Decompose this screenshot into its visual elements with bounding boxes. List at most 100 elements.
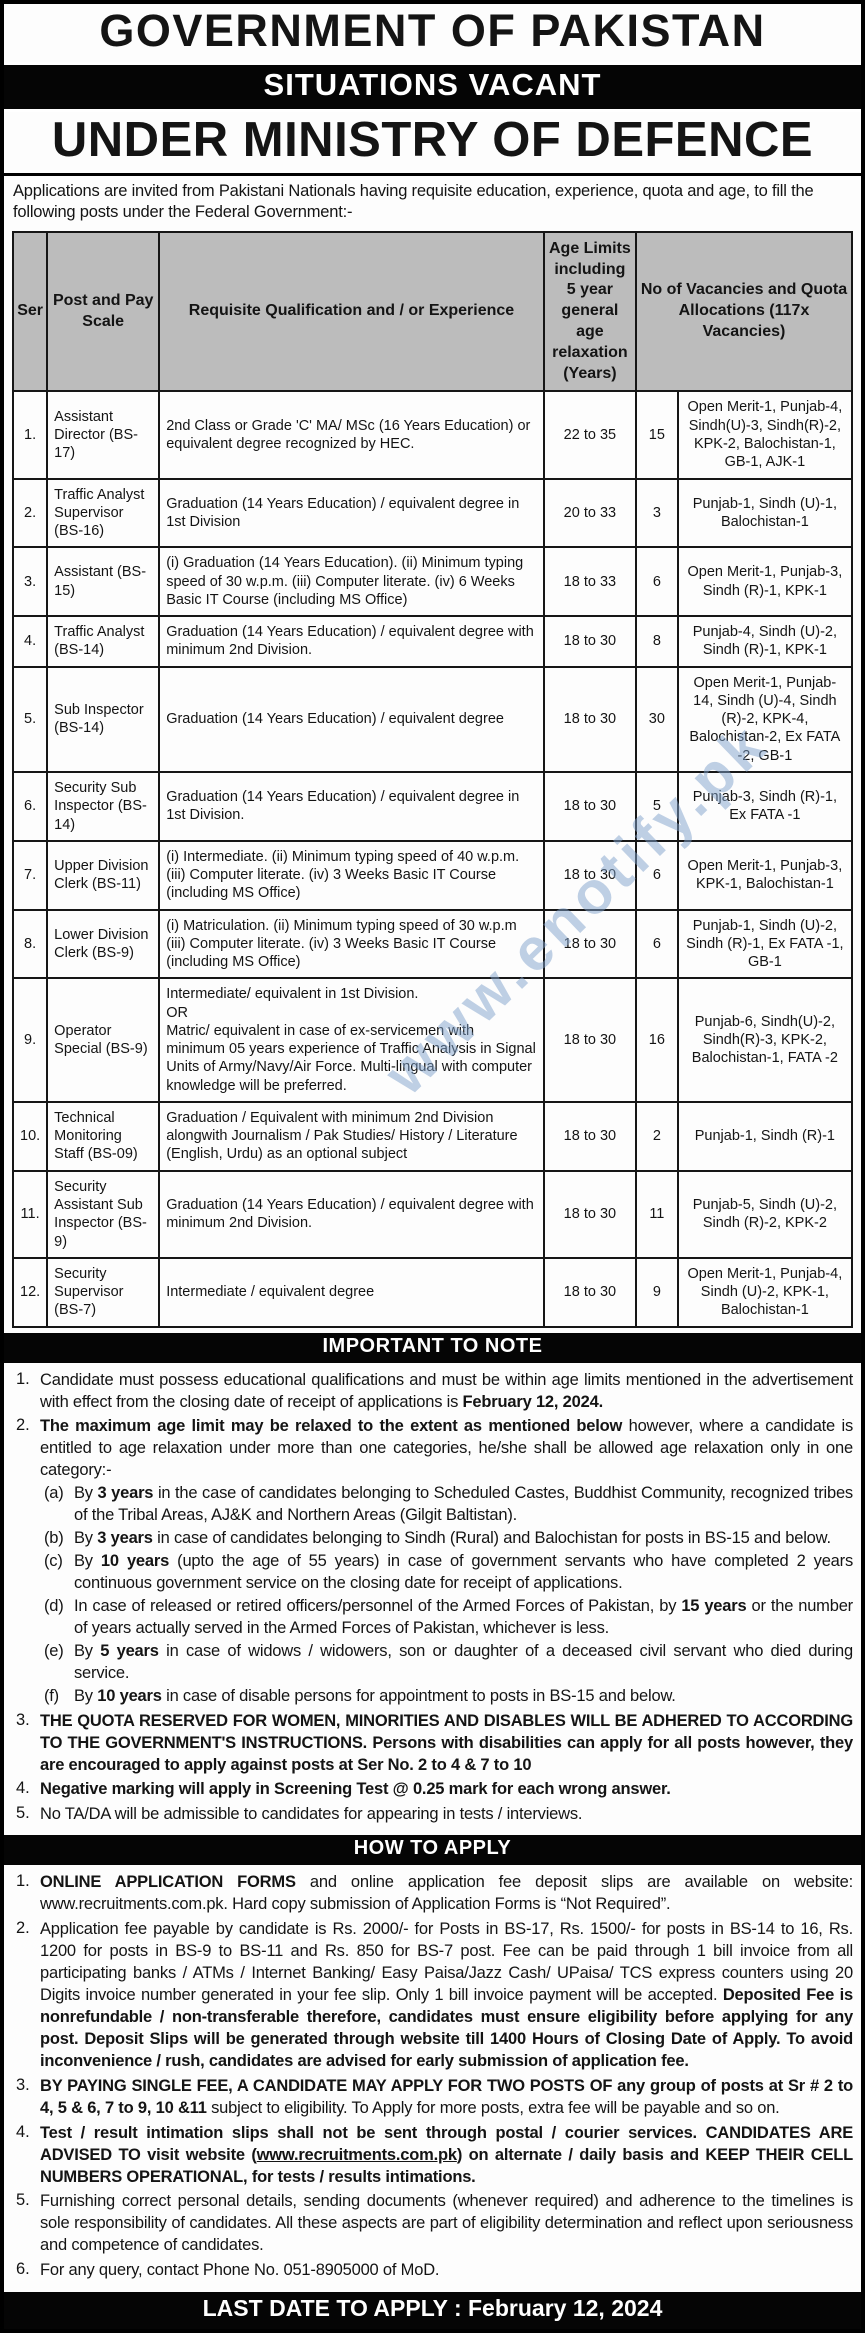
table-row: 3. Assistant (BS-15) (i) Graduation (14 Ye… <box>11 546 854 618</box>
table-row: 9. Operator Special (BS-9) Intermediate/ e… <box>11 977 854 1103</box>
col-header-ser: Ser <box>11 230 49 393</box>
cell-qualification: Graduation (14 Years Education) / equiva… <box>158 770 545 842</box>
list-item: 2. Application fee payable by candidate i… <box>8 1919 853 2073</box>
cell-ser: 4. <box>11 615 49 668</box>
list-item: 1. ONLINE APPLICATION FORMS and online ap… <box>8 1872 853 1916</box>
cell-age: 20 to 33 <box>542 477 637 549</box>
item-number: 5. <box>16 2191 30 2210</box>
cell-ser: 5. <box>11 665 49 773</box>
text-segment: and online application fee deposit slips… <box>40 1873 853 1914</box>
cell-post: Assistant Director (BS-17) <box>46 390 161 480</box>
text-segment: 3 years <box>97 1529 153 1548</box>
sub-item-text: By 5 years in case of widows / widowers,… <box>74 1641 853 1685</box>
item-number: 3. <box>16 2075 30 2094</box>
important-notes-list: 1. Candidate must possess educational qua… <box>4 1368 861 1834</box>
cell-age: 22 to 35 <box>542 390 637 480</box>
cell-qualification: Graduation (14 Years Education) / equiva… <box>158 477 545 549</box>
sub-item-text: By 3 years in case of candidates belongi… <box>74 1528 853 1550</box>
cell-age: 18 to 30 <box>542 665 637 773</box>
col-header-vacancies: No of Vacancies and Quota Allocations (1… <box>634 230 854 393</box>
text-segment: subject to eligibility. To Apply for mor… <box>206 2098 780 2117</box>
text-segment: Negative marking will apply in Screening… <box>40 1780 671 1799</box>
cell-qualification: Graduation (14 Years Education) / equiva… <box>158 615 545 668</box>
sub-list-item: (b) By 3 years in case of candidates belo… <box>40 1528 853 1550</box>
cell-ser: 10. <box>11 1100 49 1172</box>
text-segment: Furnishing correct personal details, sen… <box>40 2192 853 2255</box>
cell-count: 16 <box>634 977 679 1103</box>
text-segment: 5 years <box>100 1641 159 1660</box>
cell-post: Traffic Analyst (BS-14) <box>46 615 161 668</box>
cell-qualification: Graduation / Equivalent with minimum 2nd… <box>158 1100 545 1172</box>
cell-quota: Open Merit-1, Punjab-4, Sindh (U)-2, KPK… <box>676 1256 854 1328</box>
text-segment: No TA/DA will be admissible to candidate… <box>40 1805 583 1824</box>
cell-count: 11 <box>634 1169 679 1259</box>
cell-quota: Open Merit-1, Punjab-3, Sindh (R)-1, KPK… <box>676 546 854 618</box>
item-number: 2. <box>16 1416 30 1435</box>
cell-qualification: Intermediate / equivalent degree <box>158 1256 545 1328</box>
cell-count: 5 <box>634 770 679 842</box>
cell-post: Traffic Analyst Supervisor (BS-16) <box>46 477 161 549</box>
item-number: 2. <box>16 1919 30 1938</box>
cell-post: Security Assistant Sub Inspector (BS-9) <box>46 1169 161 1259</box>
cell-count: 2 <box>634 1100 679 1172</box>
list-item: 5. No TA/DA will be admissible to candida… <box>8 1804 853 1826</box>
cell-quota: Punjab-4, Sindh (U)-2, Sindh (R)-1, KPK-… <box>676 615 854 668</box>
sub-item-label: (f) <box>44 1686 59 1705</box>
item-text: For any query, contact Phone No. 051-890… <box>40 2260 853 2282</box>
cell-quota: Punjab-5, Sindh (U)-2, Sindh (R)-2, KPK-… <box>676 1169 854 1259</box>
cell-count: 6 <box>634 908 679 980</box>
text-segment: The maximum age limit may be relaxed to … <box>40 1417 629 1436</box>
sub-item-label: (a) <box>44 1484 64 1503</box>
how-to-apply-list: 1. ONLINE APPLICATION FORMS and online ap… <box>4 1870 861 2289</box>
cell-count: 6 <box>634 546 679 618</box>
item-text: The maximum age limit may be relaxed to … <box>40 1416 853 1707</box>
sub-item-label: (b) <box>44 1529 64 1548</box>
text-segment: Candidate must possess educational quali… <box>40 1370 853 1411</box>
cell-quota: Punjab-1, Sindh (U)-2, Sindh (R)-1, Ex F… <box>676 908 854 980</box>
cell-post: Operator Special (BS-9) <box>46 977 161 1103</box>
cell-post: Security Supervisor (BS-7) <box>46 1256 161 1328</box>
text-segment: Deposited Fee is nonrefundable / non-tra… <box>40 1986 853 2070</box>
item-text: Test / result intimation slips shall not… <box>40 2123 853 2189</box>
sub-list-item: (e) By 5 years in case of widows / widowe… <box>40 1641 853 1685</box>
table-header: Ser Post and Pay Scale Requisite Qualifi… <box>11 230 854 393</box>
cell-count: 3 <box>634 477 679 549</box>
cell-ser: 3. <box>11 546 49 618</box>
list-item: 6. For any query, contact Phone No. 051-8… <box>8 2260 853 2282</box>
text-segment: In case of released or retired officers/… <box>74 1596 682 1615</box>
item-number: 5. <box>16 1804 30 1823</box>
sub-item-text: By 3 years in the case of candidates bel… <box>74 1483 853 1527</box>
sub-list-item: (c) By 10 years (upto the age of 55 years… <box>40 1551 853 1595</box>
text-segment: For any query, contact Phone No. 051-890… <box>40 2261 440 2280</box>
situations-vacant-banner: SITUATIONS VACANT <box>4 62 861 112</box>
cell-post: Assistant (BS-15) <box>46 546 161 618</box>
item-number: 4. <box>16 1779 30 1798</box>
col-header-qualification: Requisite Qualification and / or Experie… <box>158 230 545 393</box>
item-number: 3. <box>16 1710 30 1729</box>
sub-list-item: (a) By 3 years in the case of candidates … <box>40 1483 853 1527</box>
item-text: Furnishing correct personal details, sen… <box>40 2191 853 2257</box>
cell-ser: 6. <box>11 770 49 842</box>
text-segment: (upto the age of 55 years) in case of go… <box>74 1552 853 1593</box>
cell-post: Upper Division Clerk (BS-11) <box>46 839 161 911</box>
cell-quota: Punjab-1, Sindh (U)-1, Balochistan-1 <box>676 477 854 549</box>
text-segment: Application fee payable by candidate is … <box>40 1920 853 2005</box>
cell-age: 18 to 30 <box>542 1169 637 1259</box>
important-to-note-banner: IMPORTANT TO NOTE <box>4 1332 861 1363</box>
sub-item-text: By 10 years (upto the age of 55 years) i… <box>74 1551 853 1595</box>
last-date-banner: LAST DATE TO APPLY : February 12, 2024 <box>4 2292 861 2330</box>
cell-age: 18 to 30 <box>542 770 637 842</box>
text-segment: or the number of years actually served i… <box>74 1596 853 1637</box>
cell-age: 18 to 30 <box>542 977 637 1103</box>
table-row: 5. Sub Inspector (BS-14) Graduation (14 Ye… <box>11 665 854 773</box>
text-segment: THE QUOTA RESERVED FOR WOMEN, MINORITIES… <box>40 1711 853 1774</box>
sub-list-item: (d) In case of released or retired office… <box>40 1596 853 1640</box>
item-number: 1. <box>16 1872 30 1891</box>
cell-qualification: (i) Matriculation. (ii) Minimum typing s… <box>158 908 545 980</box>
cell-post: Security Sub Inspector (BS-14) <box>46 770 161 842</box>
text-segment: www.recruitments.com.pk <box>256 2145 457 2164</box>
table-row: 6. Security Sub Inspector (BS-14) Graduati… <box>11 770 854 842</box>
sub-item-text: By 10 years in case of disable persons f… <box>74 1686 853 1708</box>
ministry-title: UNDER MINISTRY OF DEFENCE <box>4 112 861 176</box>
text-segment: ONLINE APPLICATION FORMS <box>40 1873 296 1892</box>
